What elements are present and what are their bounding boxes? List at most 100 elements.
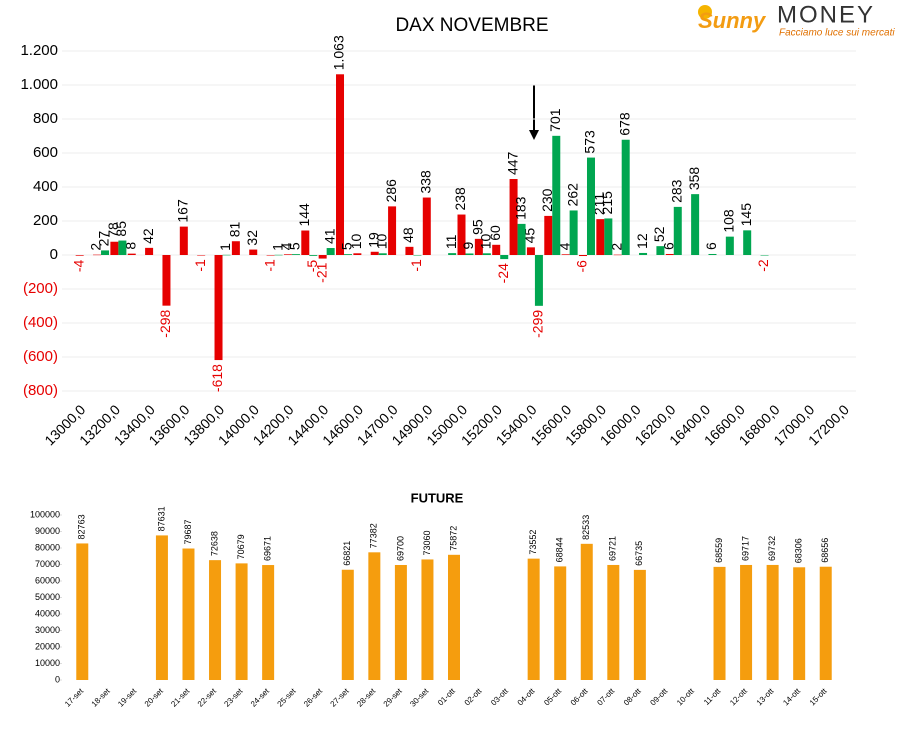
y-tick-label: 100000 (30, 509, 60, 519)
bar (378, 253, 387, 255)
bar (569, 210, 578, 255)
value-label: 10 (348, 234, 364, 250)
bar (743, 230, 752, 255)
bar (388, 206, 397, 255)
bar (580, 543, 593, 680)
y-tick-label: 1.000 (20, 76, 58, 93)
bar (179, 226, 188, 255)
value-label: 87631 (156, 506, 166, 531)
value-label: 167 (175, 199, 191, 223)
value-label: 5 (287, 242, 303, 250)
value-label: 10 (478, 234, 494, 250)
value-label: 69721 (608, 536, 618, 561)
value-label: -6 (574, 260, 590, 273)
bar (283, 254, 292, 255)
bar (509, 179, 518, 255)
bar (448, 554, 460, 680)
bar (639, 252, 648, 255)
value-label: -1 (261, 259, 277, 272)
bar (422, 197, 431, 255)
bar (110, 241, 119, 255)
bar (344, 254, 353, 255)
bar (266, 255, 275, 256)
bar (819, 566, 832, 680)
value-label: 12 (634, 233, 650, 249)
value-label: 9 (460, 241, 476, 249)
y-tick-label: 1.200 (20, 42, 58, 59)
bar (552, 135, 561, 255)
bar (413, 255, 422, 256)
y-tick-label: (400) (23, 314, 58, 331)
value-label: 2 (608, 243, 624, 251)
logo: Sunny MONEY Facciamo luce sui mercati (698, 1, 895, 39)
bar (578, 255, 587, 257)
value-label: 73552 (528, 530, 538, 555)
logo-sun (698, 5, 712, 19)
value-label: 4 (556, 242, 572, 250)
value-label: 6 (660, 242, 676, 250)
bar (394, 564, 407, 680)
value-label: 68656 (820, 538, 830, 563)
bar (604, 218, 613, 255)
value-label: 183 (512, 196, 528, 220)
value-label: 573 (582, 130, 598, 154)
y-tick-label: 70000 (35, 559, 60, 569)
value-label: 72638 (209, 531, 219, 556)
value-label: 79687 (183, 519, 193, 544)
value-label: 69717 (740, 536, 750, 561)
value-label: 82763 (77, 514, 87, 539)
value-label: 10 (373, 234, 389, 250)
bar (621, 139, 630, 255)
value-label: 68559 (714, 538, 724, 563)
bar (633, 569, 646, 680)
value-label: 45 (522, 228, 538, 244)
bar (448, 253, 457, 255)
bar (368, 552, 381, 680)
value-label: -1 (408, 259, 424, 272)
value-label: 11 (443, 234, 459, 249)
value-label: 145 (738, 203, 754, 227)
value-label: 286 (383, 179, 399, 203)
value-label: 108 (721, 209, 737, 233)
bar (465, 253, 474, 255)
value-label: 230 (539, 188, 555, 212)
value-label: 4 (279, 242, 295, 250)
value-label: -618 (209, 364, 225, 392)
bar (691, 194, 700, 255)
value-label: -5 (304, 260, 320, 273)
bar (214, 255, 223, 361)
bar (318, 255, 327, 259)
y-tick-label: 50000 (35, 592, 60, 602)
bar (482, 253, 491, 255)
y-tick-label: 90000 (35, 526, 60, 536)
y-tick-label: 20000 (35, 641, 60, 651)
bar (527, 558, 540, 680)
value-label: 73060 (422, 530, 432, 555)
bar (673, 206, 682, 255)
value-label: 81 (227, 221, 243, 237)
value-label: 69700 (395, 536, 405, 561)
value-label: 6 (703, 242, 719, 250)
value-label: 66735 (634, 541, 644, 566)
value-label: 70679 (236, 534, 246, 559)
value-label: 41 (321, 228, 337, 244)
value-label: 283 (668, 179, 684, 203)
bar (766, 564, 779, 680)
value-label: 32 (244, 230, 260, 246)
bar (162, 255, 171, 306)
value-label: 52 (651, 226, 667, 242)
bar (713, 566, 726, 680)
value-label: 66821 (342, 541, 352, 566)
bar (274, 254, 283, 256)
y-tick-label: 600 (33, 144, 58, 161)
value-label: 48 (400, 227, 416, 243)
bar (607, 564, 620, 680)
bar (613, 254, 622, 256)
bar (93, 254, 102, 256)
y-tick-label: (800) (23, 382, 58, 399)
chart-title: FUTURE (411, 490, 464, 505)
y-tick-label: 800 (33, 110, 58, 127)
value-label: 678 (616, 112, 632, 136)
value-label: 1.063 (331, 35, 347, 70)
